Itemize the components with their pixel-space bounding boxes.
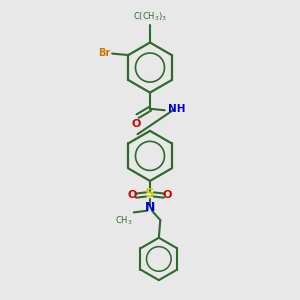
Text: O: O [131, 119, 141, 129]
Text: NH: NH [168, 104, 185, 114]
Text: C(CH$_3$)$_3$: C(CH$_3$)$_3$ [133, 10, 167, 22]
Text: N: N [145, 201, 155, 214]
Text: Br: Br [98, 48, 111, 58]
Text: O: O [128, 190, 137, 200]
Text: O: O [163, 190, 172, 200]
Text: CH$_3$: CH$_3$ [115, 215, 132, 227]
Text: S: S [145, 187, 155, 200]
